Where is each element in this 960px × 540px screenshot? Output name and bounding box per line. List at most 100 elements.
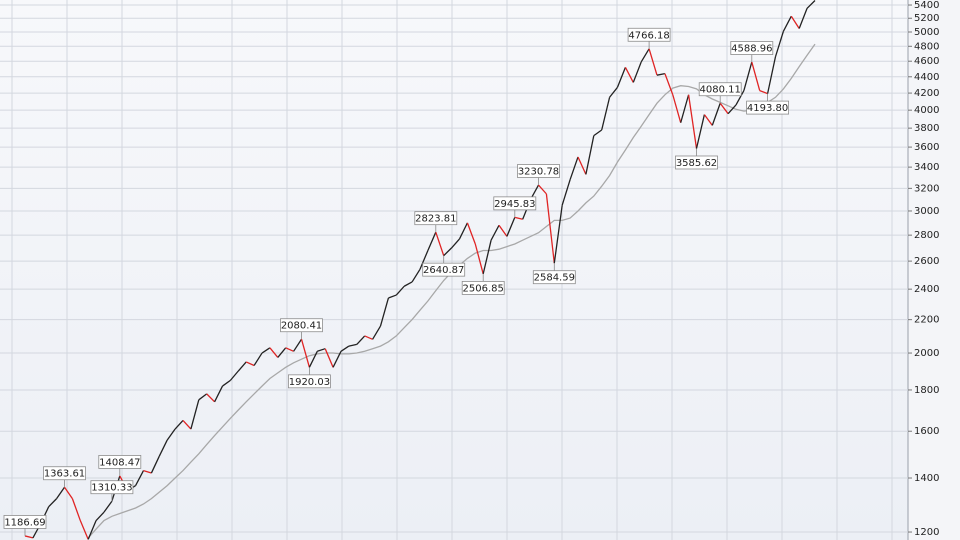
y-tick-label: 3600 — [914, 142, 939, 153]
price-segment — [482, 240, 492, 275]
price-segment — [624, 67, 634, 83]
price-segment — [466, 222, 476, 245]
price-segment — [356, 335, 366, 345]
price-segment — [340, 345, 350, 352]
value-label: 2823.81 — [415, 214, 456, 225]
y-tick-label: 4800 — [914, 41, 939, 52]
price-segment — [561, 179, 571, 206]
price-segment — [577, 156, 587, 175]
price-segment — [427, 231, 437, 251]
y-tick-label: 3800 — [914, 123, 939, 134]
price-segment — [48, 498, 58, 508]
price-segment — [498, 224, 508, 237]
price-segment — [332, 351, 342, 368]
value-label: 1186.69 — [4, 517, 45, 528]
price-segment — [95, 511, 105, 521]
price-segment — [419, 250, 429, 270]
price-segment — [71, 498, 81, 521]
price-segment — [616, 67, 627, 88]
price-segment — [506, 217, 516, 237]
price-segment — [443, 247, 453, 257]
price-segment — [680, 94, 690, 123]
value-label: 1363.61 — [44, 469, 85, 480]
price-segment — [672, 94, 682, 123]
y-tick-label: 1400 — [914, 473, 939, 484]
grid: 1200 1400 1600 1800 2000 2200 2400 2600 2800 3000… — [0, 0, 939, 540]
price-segment — [664, 73, 674, 95]
label-box — [90, 480, 134, 495]
price-segment — [214, 385, 224, 403]
price-segment — [56, 486, 66, 500]
label-box — [280, 318, 323, 333]
label-box — [493, 196, 537, 211]
value-label: 3585.62 — [676, 158, 717, 169]
label-box — [627, 27, 671, 42]
axis-area — [908, 0, 960, 540]
price-segment — [719, 102, 729, 115]
price-segment — [324, 348, 334, 368]
price-segment — [182, 420, 192, 430]
price-segment — [403, 281, 413, 287]
price-segment — [585, 135, 595, 175]
y-tick-label: 4600 — [914, 56, 939, 67]
price-segment — [190, 399, 200, 430]
y-tick-label: 3000 — [914, 206, 939, 217]
price-segment — [648, 48, 658, 76]
value-label: 2506.85 — [463, 283, 504, 294]
value-label: 2080.41 — [281, 321, 322, 332]
label-box — [98, 455, 142, 469]
price-segment — [743, 61, 753, 91]
price-segment — [514, 216, 523, 220]
price-segment — [364, 335, 373, 340]
price-segment — [490, 224, 500, 241]
price-segment — [640, 48, 650, 63]
y-tick-label: 1600 — [914, 426, 939, 437]
value-label: 1408.47 — [99, 457, 140, 468]
value-label: 1920.03 — [289, 377, 330, 388]
price-segment — [372, 325, 382, 340]
price-segment — [79, 520, 89, 540]
price-segment — [458, 222, 468, 240]
price-segment — [751, 61, 761, 91]
label-box — [422, 262, 466, 277]
price-segment — [435, 231, 445, 256]
y-tick-label: 4400 — [914, 72, 939, 83]
price-segment — [553, 205, 563, 264]
y-tick-label: 3400 — [914, 162, 939, 173]
value-label: 3230.78 — [518, 167, 559, 178]
price-segment — [245, 361, 255, 367]
y-tick-label: 2800 — [914, 230, 939, 241]
price-segment — [687, 94, 698, 149]
price-segment — [593, 129, 603, 137]
value-label: 4766.18 — [628, 30, 669, 41]
price-segment — [63, 486, 73, 500]
label-box — [730, 41, 774, 55]
label-box — [675, 155, 718, 170]
value-label: 4588.96 — [731, 44, 772, 55]
label-box — [517, 164, 560, 178]
y-tick-label: 2000 — [914, 348, 939, 359]
price-segment — [735, 90, 745, 106]
price-segment — [103, 500, 113, 513]
y-tick-label: 3200 — [914, 183, 939, 194]
value-label: 2640.87 — [423, 265, 464, 276]
price-segment — [166, 428, 176, 441]
price-segment — [277, 347, 287, 358]
price-segment — [293, 338, 303, 352]
label-box — [287, 374, 331, 389]
price-segment — [656, 72, 666, 76]
price-segment — [317, 348, 326, 352]
label-box — [698, 82, 742, 97]
price-segment — [135, 470, 145, 486]
price-segment — [545, 193, 555, 264]
value-label: 2945.83 — [494, 199, 535, 210]
y-tick-label: 4000 — [914, 105, 939, 116]
price-segment — [395, 285, 405, 296]
value-label: 4193.80 — [747, 103, 788, 114]
price-segment — [379, 297, 390, 327]
price-segment — [158, 439, 168, 457]
price-segment — [790, 15, 800, 29]
price-segment — [798, 8, 808, 29]
price-segment — [774, 31, 785, 57]
